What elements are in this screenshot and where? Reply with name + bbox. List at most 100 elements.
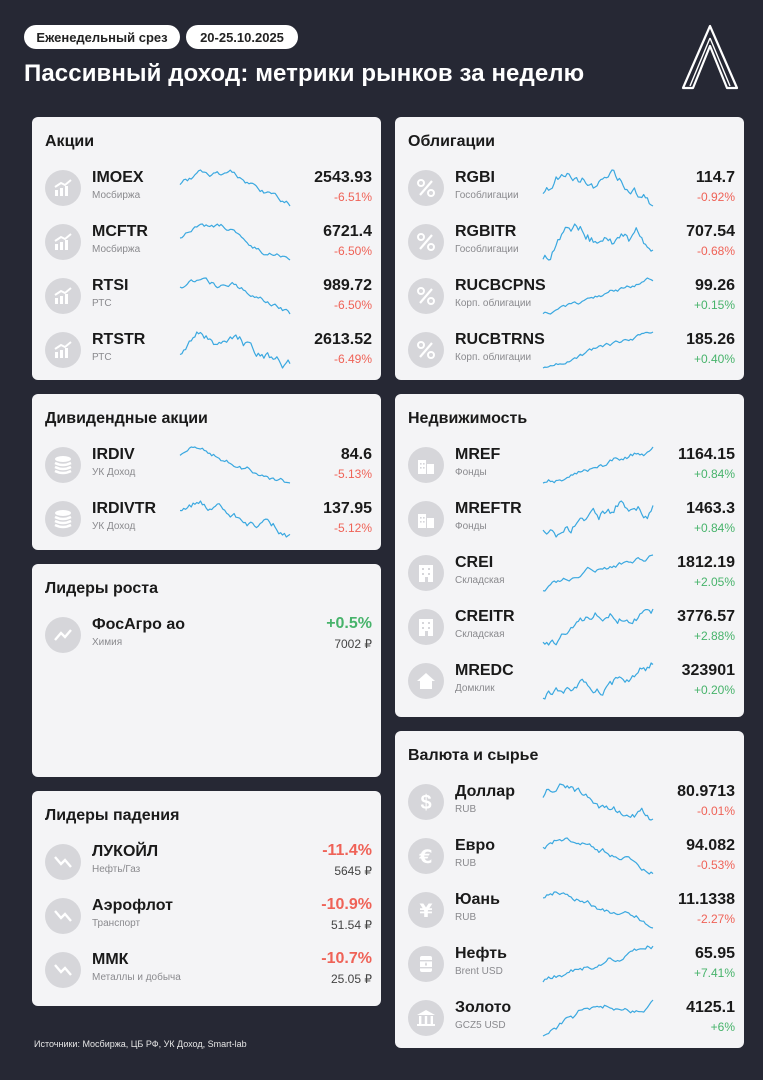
- sparkline-chart: [542, 223, 654, 261]
- sparkline-chart: [542, 554, 654, 592]
- instrument-source: Металлы и добыча: [92, 972, 181, 983]
- instrument-source: Фонды: [455, 521, 487, 532]
- chart-up-icon: [45, 170, 81, 206]
- instrument-source: Химия: [92, 637, 123, 648]
- instrument-name: Нефть: [455, 945, 507, 962]
- index-value: 4125.1: [686, 999, 735, 1016]
- sparkline-line: [542, 500, 654, 538]
- index-value: 65.95: [694, 945, 735, 962]
- price-change: +0.5%: [326, 615, 372, 632]
- yuan-icon: ¥: [408, 892, 444, 928]
- index-change: -6.50%: [333, 244, 372, 258]
- sparkline-line: [179, 277, 291, 315]
- date-badge-label: 20-25.10.2025: [200, 29, 284, 45]
- index-change: -0.01%: [696, 804, 735, 818]
- percent-icon: [408, 170, 444, 206]
- instrument-source: Гособлигации: [455, 190, 519, 201]
- instrument-name: IRDIVTR: [92, 500, 156, 517]
- price-change: -10.9%: [321, 896, 372, 913]
- leader-row: ФосАгро ао Химия +0.5% 7002 ₽: [32, 610, 381, 660]
- sparkline-chart: [542, 662, 654, 700]
- index-change: -5.13%: [333, 467, 372, 481]
- index-row: Нефть Brent USD 65.95 +7.41%: [395, 939, 744, 989]
- sparkline-line: [542, 554, 654, 592]
- index-change: -5.12%: [333, 521, 372, 535]
- trend-down-icon: [45, 952, 81, 988]
- index-value: 989.72: [323, 277, 372, 294]
- fall-leaders-card: Лидеры падения ЛУКОЙЛ Нефть/Газ -11.4% 5645…: [32, 791, 381, 1006]
- index-value: 2613.52: [314, 331, 372, 348]
- index-row: IRDIV УК Доход 84.6 -5.13%: [32, 440, 381, 490]
- svg-text:¥: ¥: [419, 900, 432, 921]
- price-change: -10.7%: [321, 950, 372, 967]
- share-price: 7002 ₽: [334, 637, 372, 651]
- share-price: 51.54 ₽: [331, 918, 372, 932]
- index-change: +7.41%: [693, 966, 735, 980]
- index-value: 2543.93: [314, 169, 372, 186]
- index-change: -6.51%: [333, 190, 372, 204]
- growth-leaders-card: Лидеры роста ФосАгро ао Химия +0.5% 7002 ₽: [32, 564, 381, 777]
- index-change: -0.92%: [696, 190, 735, 204]
- sparkline-chart: [542, 891, 654, 929]
- bonds-title: Облигации: [408, 133, 495, 150]
- index-row: MREF Фонды 1164.15 +0.84%: [395, 440, 744, 490]
- sparkline-line: [542, 783, 654, 821]
- instrument-source: Корп. облигации: [455, 298, 532, 309]
- instrument-name: RTSI: [92, 277, 129, 294]
- page-title: Пассивный доход: метрики рынков за недел…: [24, 60, 585, 87]
- building-icon: [408, 555, 444, 591]
- instrument-name: MREFTR: [455, 500, 522, 517]
- instrument-source: РТС: [92, 352, 112, 363]
- sparkline-chart: [542, 277, 654, 315]
- index-value: 94.082: [686, 837, 735, 854]
- instrument-source: RUB: [455, 912, 477, 923]
- leader-row: Аэрофлот Транспорт -10.9% 51.54 ₽: [32, 891, 381, 941]
- instrument-source: RUB: [455, 804, 477, 815]
- sparkline-line: [542, 331, 654, 369]
- instrument-name: RGBITR: [455, 223, 517, 240]
- leader-row: ММК Металлы и добыча -10.7% 25.05 ₽: [32, 945, 381, 995]
- percent-icon: [408, 278, 444, 314]
- instrument-name: CREI: [455, 554, 494, 571]
- index-change: +6%: [710, 1020, 735, 1034]
- instrument-source: Фонды: [455, 467, 487, 478]
- index-row: Золото GCZ5 USD 4125.1 +6%: [395, 993, 744, 1043]
- instrument-name: MREF: [455, 446, 501, 463]
- index-value: 3776.57: [677, 608, 735, 625]
- buildings-icon: [408, 447, 444, 483]
- instrument-name: ФосАгро ао: [92, 616, 185, 633]
- instrument-source: RUB: [455, 858, 477, 869]
- fall-leaders-title: Лидеры падения: [45, 807, 180, 824]
- bonds-card: Облигации RGBI Гособлигации 114.7 -0.92% RGB…: [395, 117, 744, 380]
- instrument-source: Транспорт: [92, 918, 141, 929]
- index-value: 1463.3: [686, 500, 735, 517]
- instrument-source: УК Доход: [92, 521, 136, 532]
- sparkline-chart: [542, 945, 654, 983]
- instrument-name: RGBI: [455, 169, 495, 186]
- sparkline-chart: [542, 500, 654, 538]
- sparkline-line: [179, 169, 291, 207]
- trend-down-icon: [45, 844, 81, 880]
- chart-up-icon: [45, 278, 81, 314]
- buildings-icon: [408, 501, 444, 537]
- index-row: $ Доллар RUB 80.9713 -0.01%: [395, 777, 744, 827]
- bank-icon: [408, 1000, 444, 1036]
- weekly-badge-label: Еженедельный срез: [36, 29, 168, 45]
- index-change: +0.20%: [693, 683, 735, 697]
- instrument-name: Аэрофлот: [92, 897, 173, 914]
- instrument-name: Доллар: [455, 783, 515, 800]
- sparkline-line: [542, 446, 654, 484]
- sparkline-chart: [542, 837, 654, 875]
- dividend-title: Дивидендные акции: [45, 410, 208, 427]
- realty-card: Недвижимость MREF Фонды 1164.15 +0.84% MREFT…: [395, 394, 744, 717]
- sparkline-line: [179, 331, 291, 369]
- svg-text:$: $: [420, 792, 431, 813]
- index-change: +0.84%: [693, 467, 735, 481]
- percent-icon: [408, 332, 444, 368]
- share-price: 5645 ₽: [334, 864, 372, 878]
- index-row: CREITR Складская 3776.57 +2.88%: [395, 602, 744, 652]
- sparkline-line: [542, 999, 654, 1037]
- index-change: -6.50%: [333, 298, 372, 312]
- oil-barrel-icon: [408, 946, 444, 982]
- stocks-card: Акции IMOEX Мосбиржа 2543.93 -6.51% MCFTR Мос…: [32, 117, 381, 380]
